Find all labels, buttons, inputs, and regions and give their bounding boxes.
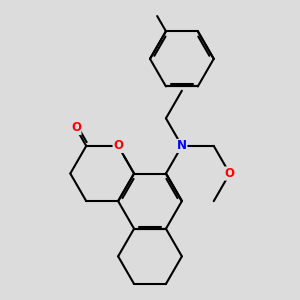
Text: N: N [177,140,187,152]
Text: O: O [113,140,123,152]
Text: O: O [225,167,235,180]
Text: O: O [71,122,81,134]
